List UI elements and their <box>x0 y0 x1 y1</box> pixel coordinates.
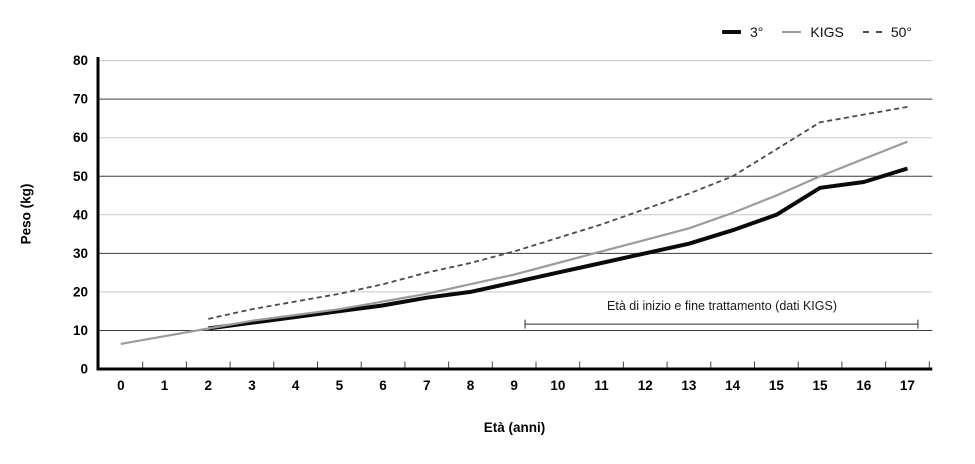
legend-item-kigs: KIGS <box>782 24 844 40</box>
solid-thick-line-swatch-icon <box>722 30 741 34</box>
legend-label-50th-percentile: 50° <box>890 24 913 40</box>
svg-text:6: 6 <box>379 378 387 393</box>
x-axis-ticks <box>142 361 930 368</box>
svg-text:4: 4 <box>292 378 300 393</box>
chart-legend: 3° KIGS 50° <box>722 24 912 40</box>
treatment-age-bracket <box>524 319 919 329</box>
svg-text:0: 0 <box>117 378 125 393</box>
svg-text:60: 60 <box>73 130 88 145</box>
dashed-line-swatch-icon <box>862 31 882 33</box>
series-line-2-50 <box>208 106 908 320</box>
svg-text:15: 15 <box>769 378 785 393</box>
svg-text:1: 1 <box>161 378 169 393</box>
legend-label-3rd-percentile: 3° <box>750 24 764 40</box>
svg-text:16: 16 <box>856 378 872 393</box>
series-line-1-KIGS <box>120 140 908 345</box>
svg-text:14: 14 <box>725 378 741 393</box>
svg-text:40: 40 <box>73 207 88 222</box>
treatment-age-annotation: Età di inizio e fine trattamento (dati K… <box>607 299 837 313</box>
svg-text:15: 15 <box>813 378 829 393</box>
svg-text:3: 3 <box>248 378 256 393</box>
svg-text:7: 7 <box>423 378 431 393</box>
legend-item-3rd-percentile: 3° <box>722 24 763 40</box>
svg-text:30: 30 <box>73 246 88 261</box>
legend-item-50th-percentile: 50° <box>862 24 913 40</box>
svg-text:10: 10 <box>73 323 88 338</box>
x-tick-labels: 0 1 2 3 4 5 6 7 8 9 10 11 12 13 14 15 15 16 17 <box>117 378 915 393</box>
series-line-0-3 <box>208 166 909 331</box>
svg-text:50: 50 <box>73 169 88 184</box>
svg-text:20: 20 <box>73 284 88 299</box>
svg-text:0: 0 <box>80 362 88 377</box>
x-axis-title: Età (anni) <box>483 420 546 435</box>
svg-text:11: 11 <box>594 378 609 393</box>
svg-text:8: 8 <box>467 378 475 393</box>
svg-text:5: 5 <box>336 378 344 393</box>
y-axis-title: Peso (kg) <box>18 183 34 245</box>
gridlines <box>97 60 933 331</box>
svg-text:70: 70 <box>73 92 88 107</box>
svg-text:80: 80 <box>73 53 88 68</box>
legend-label-kigs: KIGS <box>810 24 844 40</box>
solid-gray-line-swatch-icon <box>782 31 802 33</box>
svg-text:12: 12 <box>638 378 653 393</box>
svg-text:17: 17 <box>900 378 915 393</box>
svg-text:13: 13 <box>681 378 697 393</box>
y-tick-labels: 0 10 20 30 40 50 60 70 80 <box>73 53 88 376</box>
svg-text:10: 10 <box>550 378 565 393</box>
svg-text:2: 2 <box>204 378 212 393</box>
svg-text:9: 9 <box>510 378 518 393</box>
